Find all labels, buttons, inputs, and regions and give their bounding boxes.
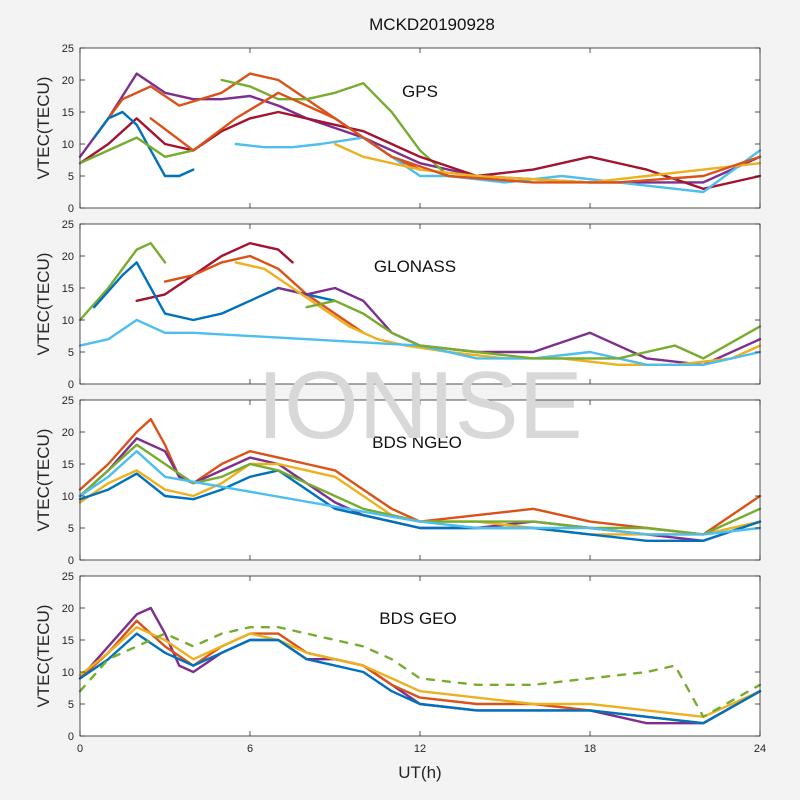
panel-label: GLONASS: [374, 257, 456, 276]
y-tick-label: 0: [68, 203, 74, 215]
y-tick-label: 15: [62, 283, 74, 295]
y-axis-label: VTEC(TECU): [34, 429, 53, 532]
x-axis-label: UT(h): [398, 763, 441, 782]
series-line: [78, 318, 762, 366]
y-tick-label: 0: [68, 555, 74, 567]
series-line: [93, 110, 195, 178]
y-axis-label: VTEC(TECU): [34, 77, 53, 180]
x-tick-label: 18: [584, 743, 596, 755]
y-tick-label: 25: [62, 219, 74, 231]
x-tick-label: 0: [77, 743, 83, 755]
series-line: [149, 91, 762, 184]
y-tick-label: 5: [68, 347, 74, 359]
series-line: [78, 626, 762, 718]
panel-2: 0 5 10 15 20 25 VTEC(TECU) GLONASS: [34, 219, 762, 391]
series-line: [78, 450, 762, 536]
series-line: [78, 136, 195, 165]
series-line: [78, 469, 762, 542]
x-tick-label: 6: [247, 743, 253, 755]
y-tick-label: 20: [62, 427, 74, 439]
series-line: [78, 626, 762, 718]
y-tick-label: 20: [62, 75, 74, 87]
y-tick-label: 10: [62, 491, 74, 503]
series-line: [220, 78, 450, 178]
series-line: [333, 142, 762, 184]
y-tick-label: 15: [62, 107, 74, 119]
y-tick-label: 10: [62, 315, 74, 327]
panel-label: BDS GEO: [379, 609, 456, 628]
panels: 0 5 10 15 20 25 VTEC(TECU) GPS 0 5 10 15 20 25 VTEC(TE…: [34, 43, 766, 755]
y-tick-label: 15: [62, 459, 74, 471]
y-tick-label: 5: [68, 171, 74, 183]
watermark: IONISE: [257, 352, 582, 459]
y-axis-label: VTEC(TECU): [34, 253, 53, 356]
series-line: [135, 242, 294, 302]
series-line: [78, 632, 762, 725]
y-tick-label: 20: [62, 603, 74, 615]
panel-label: GPS: [402, 82, 438, 101]
y-tick-label: 25: [62, 43, 74, 55]
series-line: [78, 110, 762, 190]
panel-4: 0 5 10 15 20 25 0 6 12 18 24 VTEC(TECU) BDS GEO: [34, 571, 766, 755]
y-tick-label: 10: [62, 667, 74, 679]
y-tick-label: 20: [62, 251, 74, 263]
y-tick-label: 25: [62, 571, 74, 583]
series-line: [78, 242, 167, 322]
y-tick-label: 0: [68, 379, 74, 391]
panel-1: 0 5 10 15 20 25 VTEC(TECU) GPS: [34, 43, 762, 215]
y-tick-label: 5: [68, 699, 74, 711]
x-tick-label: 12: [414, 743, 426, 755]
panel-3: 0 5 10 15 20 25 VTEC(TECU) BDS NGEO: [34, 395, 762, 567]
plot-area: [80, 48, 760, 208]
y-tick-label: 25: [62, 395, 74, 407]
panel-label: BDS NGEO: [372, 433, 462, 452]
series-line: [305, 299, 762, 360]
y-tick-label: 5: [68, 523, 74, 535]
y-tick-label: 10: [62, 139, 74, 151]
y-tick-label: 0: [68, 731, 74, 743]
figure-title: MCKD20190928: [369, 15, 495, 34]
series-line: [78, 418, 762, 536]
series-line: [163, 254, 365, 334]
x-tick-label: 24: [754, 743, 766, 755]
y-tick-label: 15: [62, 635, 74, 647]
y-axis-label: VTEC(TECU): [34, 605, 53, 708]
series-line: [234, 136, 762, 194]
